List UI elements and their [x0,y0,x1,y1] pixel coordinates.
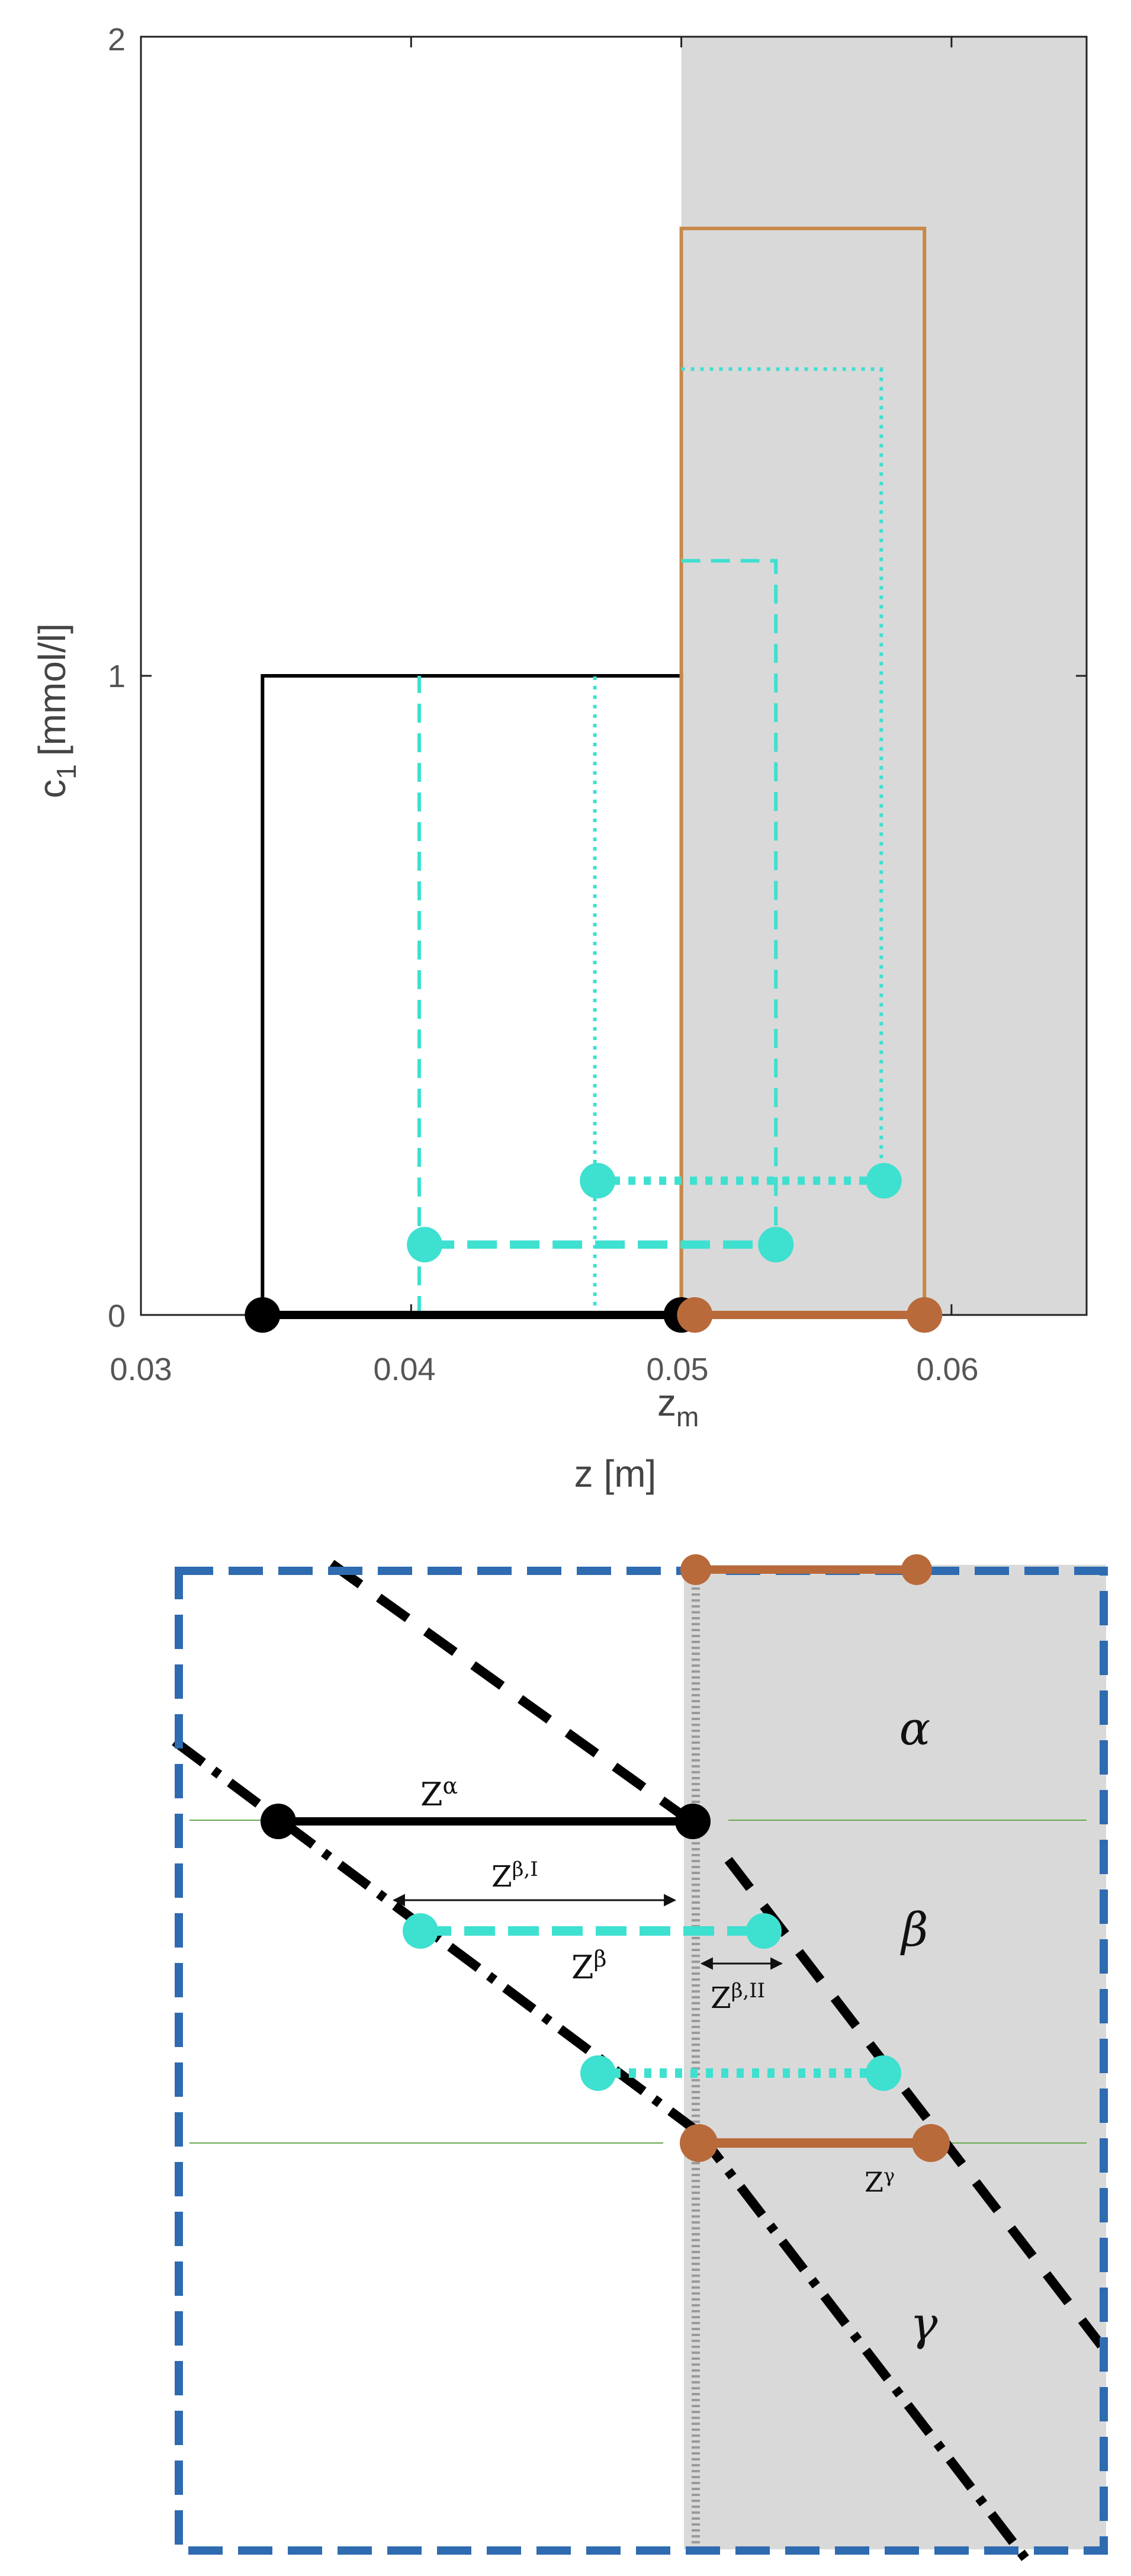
concentration-chart: 0.03 0.04 0.05 0.06 0 1 2 zm z [m] c1[mm… [31,22,1088,1495]
chart-segment-endpoint [245,1297,281,1333]
z-beta-label-sup: β [594,1946,607,1972]
cyan-marker [866,2055,901,2091]
z-gamma-label-base: Z [865,2166,883,2198]
chart-segment-endpoint [407,1227,443,1263]
chart-segment-endpoint [758,1227,794,1263]
y-axis-title-unit: [mmol/l] [31,623,73,756]
x-axis-title: z [m] [574,1452,657,1495]
cyan-marker [746,1913,782,1949]
diagram-shaded-region [684,1565,1106,2549]
zm-label: zm [657,1381,699,1432]
phase-label-gamma: γ [910,2298,938,2351]
x-tick-label: 0.06 [916,1352,978,1387]
black-marker [261,1804,296,1839]
cyan-marker [403,1913,438,1949]
diagonal-boundary-line [695,2129,1034,2568]
chart-segment-endpoint [866,1163,902,1199]
y-axis-title-sub: 1 [51,764,82,779]
z-beta-II-label-sup: β,II [731,1979,765,2003]
phase-diagram: α β γ Zα Zβ,I Zβ Zβ,II Zγ [172,1554,1108,2568]
z-beta-I-label-sup: β,I [512,1858,538,1881]
z-alpha-label: Zα [420,1773,458,1813]
chart-shaded-region [681,37,1087,1315]
brown-marker [680,1554,711,1585]
chart-series-solid-brown [679,226,927,1315]
chart-segment-endpoint [907,1297,943,1333]
chart-segment-endpoint [677,1297,713,1333]
z-gamma-label: Zγ [865,2164,895,2198]
chart-series-layer [261,226,927,1315]
z-beta-I-label-base: Z [491,1859,512,1894]
cyan-marker [580,2055,616,2091]
zm-label-main: z [657,1381,676,1424]
y-axis-title: c1 [mmol/l] [31,623,82,798]
z-beta-II-label: Zβ,II [711,1979,765,2015]
brown-marker [912,2124,950,2162]
chart-segment-endpoint [580,1163,616,1199]
brown-marker [901,1554,932,1585]
phase-label-alpha: α [899,1702,931,1756]
x-tick-label: 0.03 [110,1352,172,1387]
chart-series-dashed-cyan [681,559,778,1252]
phase-label-beta: β [899,1904,928,1957]
z-beta-label: Zβ [571,1946,607,1986]
diagram-frame [175,1567,1108,2555]
z-beta-label-base: Z [571,1949,594,1986]
chart-axis-ticks [140,36,1087,1316]
y-tick-label: 0 [108,1298,126,1334]
x-tick-label: 0.05 [646,1352,708,1387]
x-tick-label: 0.04 [373,1352,435,1387]
diagonal-boundary-line [329,1560,690,1823]
y-tick-label: 2 [108,22,126,57]
z-beta-I-label: Zβ,I [491,1858,538,1894]
chart-segment-layer [245,1163,943,1333]
z-alpha-label-sup: α [443,1773,458,1799]
diagonal-boundary-line [724,1857,1106,2349]
z-alpha-label-base: Z [420,1776,443,1813]
z-gamma-label-sup: γ [883,2164,895,2187]
chart-series-dotted-cyan [681,367,883,1175]
black-marker [675,1804,711,1839]
z-beta-II-label-base: Z [711,1981,731,2015]
y-tick-label: 1 [108,659,126,694]
zm-label-sub: m [676,1401,699,1432]
y-axis-title-main: c [31,779,73,798]
brown-marker [680,2124,718,2162]
chart-series-solid-black [261,674,683,1315]
